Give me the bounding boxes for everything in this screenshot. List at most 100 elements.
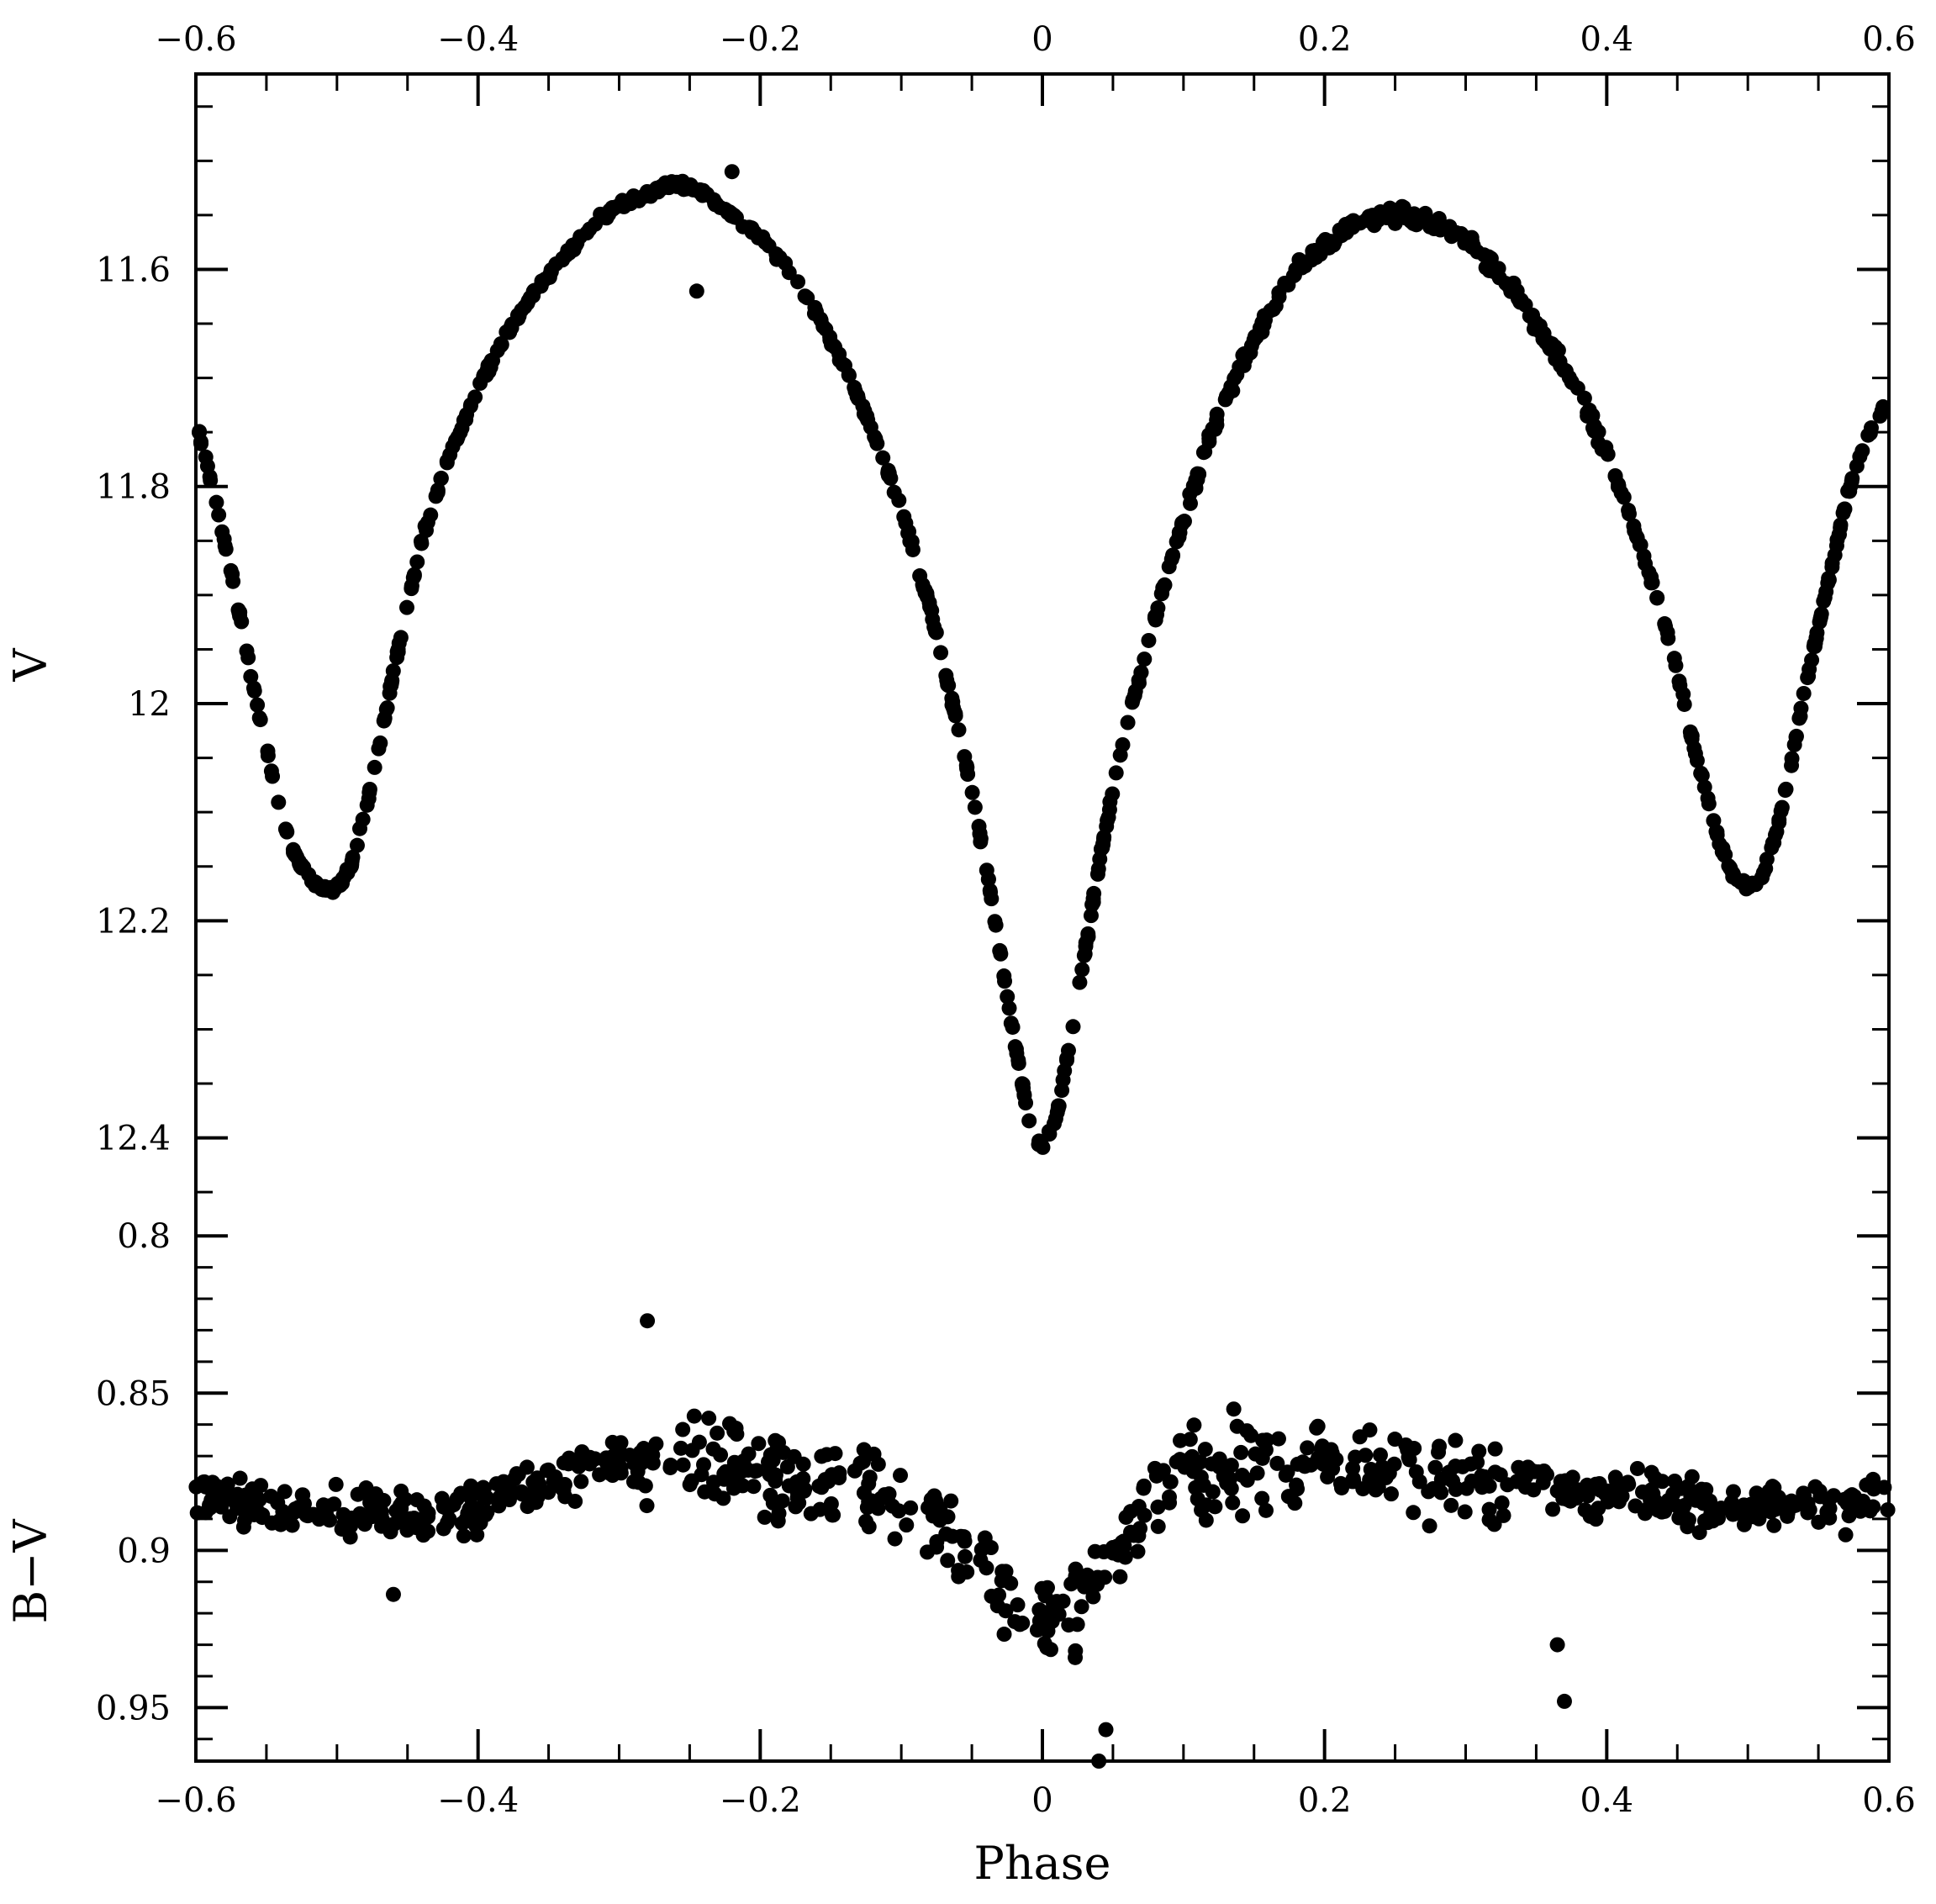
v-data-point xyxy=(1875,398,1891,414)
b-v-data-point xyxy=(686,1408,702,1424)
b-v-data-point xyxy=(573,1474,589,1490)
v-data-point xyxy=(1343,214,1358,230)
b-v-data-point xyxy=(1079,1572,1095,1588)
v-data-point xyxy=(1161,559,1177,575)
v-data-point xyxy=(896,509,912,525)
v-data-point xyxy=(1666,651,1682,667)
b-v-data-point xyxy=(531,1477,547,1493)
v-data-point xyxy=(277,821,293,837)
b-v-data-point xyxy=(1443,1497,1459,1513)
v-data-point xyxy=(1660,630,1676,646)
b-v-data-point xyxy=(222,1509,238,1525)
b-v-data-point xyxy=(1362,1422,1378,1438)
b-v-data-point xyxy=(1401,1449,1416,1465)
y-tick-label-v: 12.2 xyxy=(96,902,171,941)
b-v-data-point xyxy=(713,1447,729,1463)
v-outlier-point xyxy=(688,283,704,299)
v-data-point xyxy=(199,458,215,474)
x-tick-label-bottom: 0.2 xyxy=(1298,1781,1352,1820)
b-v-data-point xyxy=(1448,1432,1464,1448)
v-data-point xyxy=(1498,276,1514,292)
v-data-point xyxy=(971,819,987,835)
v-data-point xyxy=(223,562,239,578)
b-v-data-point xyxy=(1588,1476,1604,1492)
b-v-data-point xyxy=(994,1573,1010,1589)
v-data-point xyxy=(285,841,301,857)
v-data-point xyxy=(240,650,256,666)
b-v-data-point xyxy=(1487,1441,1503,1457)
v-data-point xyxy=(1621,506,1637,522)
v-data-point xyxy=(831,352,847,368)
b-v-data-point xyxy=(1037,1636,1052,1652)
b-v-data-point xyxy=(1549,1483,1565,1499)
v-data-point xyxy=(293,858,309,874)
b-v-data-point xyxy=(1642,1487,1658,1503)
v-data-point xyxy=(945,694,961,710)
v-data-point xyxy=(1155,580,1171,596)
b-v-data-point xyxy=(214,1499,229,1515)
v-data-point xyxy=(1115,736,1131,752)
v-data-point xyxy=(808,302,824,318)
b-v-data-point xyxy=(1494,1495,1510,1511)
v-outlier-point xyxy=(724,164,740,180)
b-v-data-point xyxy=(435,1499,451,1515)
b-v-data-point xyxy=(344,1513,360,1529)
v-data-point xyxy=(250,697,266,713)
b-v-data-point xyxy=(1766,1517,1782,1533)
v-data-point xyxy=(1701,796,1717,812)
v-data-point xyxy=(372,735,388,751)
b-v-data-point xyxy=(1063,1576,1079,1592)
v-data-point xyxy=(1706,813,1722,829)
b-v-data-point xyxy=(1846,1489,1862,1505)
b-v-data-point xyxy=(1184,1448,1200,1464)
x-tick-label-top: −0.2 xyxy=(720,20,801,59)
v-data-point xyxy=(1548,339,1564,355)
v-data-point xyxy=(1054,1083,1070,1099)
v-data-point xyxy=(1768,827,1784,843)
v-data-point xyxy=(1764,840,1780,856)
b-v-data-point xyxy=(979,1560,994,1576)
x-tick-label-top: 0.6 xyxy=(1862,20,1916,59)
b-v-data-point xyxy=(1787,1497,1803,1513)
v-data-point xyxy=(678,179,694,195)
b-v-data-point xyxy=(1811,1514,1827,1530)
v-data-point xyxy=(1453,225,1469,241)
v-data-point xyxy=(615,195,630,211)
b-v-data-point xyxy=(1627,1498,1643,1514)
v-data-point xyxy=(939,672,955,688)
b-v-data-point xyxy=(1130,1543,1146,1559)
b-v-data-point xyxy=(296,1504,312,1520)
v-data-point xyxy=(964,784,980,800)
v-data-point xyxy=(1042,1126,1058,1142)
b-v-data-point xyxy=(1474,1468,1490,1484)
v-data-point xyxy=(1108,765,1124,781)
b-v-data-point xyxy=(803,1506,819,1522)
b-v-data-point xyxy=(1725,1484,1741,1500)
y-tick-label-b-v: 0.95 xyxy=(96,1689,171,1727)
b-v-data-point xyxy=(488,1476,504,1492)
v-data-point xyxy=(927,624,943,640)
b-v-data-point xyxy=(1862,1503,1878,1519)
v-data-point xyxy=(1841,483,1857,498)
b-v-data-point xyxy=(1821,1492,1837,1508)
b-v-data-point xyxy=(1346,1474,1362,1490)
v-data-point xyxy=(781,265,797,281)
v-data-point xyxy=(1188,480,1204,496)
v-data-point xyxy=(582,221,598,237)
y-tick-label-v: 12 xyxy=(128,685,171,724)
v-data-point xyxy=(1120,715,1136,730)
v-data-point xyxy=(1395,199,1411,215)
v-data-point xyxy=(664,174,680,190)
b-v-data-point xyxy=(1767,1495,1783,1511)
b-v-data-point xyxy=(1137,1507,1153,1523)
b-v-data-point xyxy=(1411,1474,1427,1490)
b-v-data-point xyxy=(1691,1525,1707,1541)
v-data-point xyxy=(1099,819,1115,835)
b-v-data-point xyxy=(1665,1486,1681,1502)
b-v-data-point xyxy=(944,1528,960,1544)
v-data-point xyxy=(1232,359,1248,375)
b-v-data-point xyxy=(342,1529,358,1545)
x-tick-label-bottom: −0.2 xyxy=(720,1781,801,1820)
v-data-point xyxy=(951,722,967,738)
b-v-data-point xyxy=(295,1487,311,1503)
